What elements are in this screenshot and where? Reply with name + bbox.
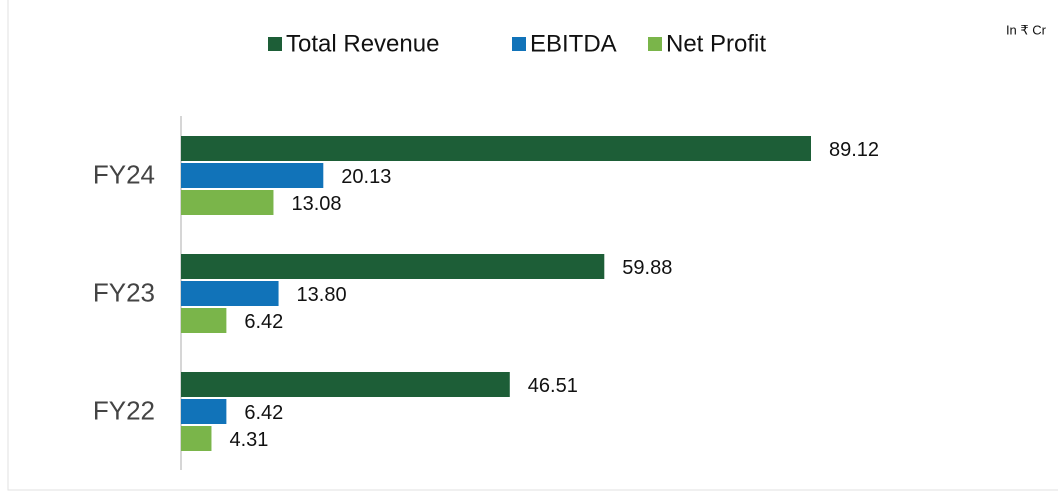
bar bbox=[181, 136, 811, 161]
bar bbox=[181, 254, 605, 279]
category-label: FY24 bbox=[93, 159, 155, 189]
value-label: 20.13 bbox=[341, 166, 391, 188]
bar bbox=[181, 308, 227, 333]
value-label: 89.12 bbox=[829, 139, 879, 161]
legend-label: EBITDA bbox=[530, 30, 617, 57]
value-label: 59.88 bbox=[622, 257, 672, 279]
bar bbox=[181, 399, 227, 424]
value-label: 4.31 bbox=[229, 429, 268, 451]
bar bbox=[181, 190, 274, 215]
category-label: FY22 bbox=[93, 395, 155, 425]
legend-swatch bbox=[512, 37, 526, 51]
bar bbox=[181, 426, 212, 451]
value-label: 6.42 bbox=[244, 402, 283, 424]
legend-swatch bbox=[268, 37, 282, 51]
bar bbox=[181, 163, 324, 188]
value-label: 6.42 bbox=[244, 311, 283, 333]
value-label: 13.80 bbox=[297, 284, 347, 306]
legend-label: Total Revenue bbox=[286, 30, 439, 57]
category-label: FY23 bbox=[93, 277, 155, 307]
unit-note: In ₹ Cr bbox=[1006, 22, 1047, 37]
value-label: 46.51 bbox=[528, 375, 578, 397]
bar bbox=[181, 281, 279, 306]
legend-label: Net Profit bbox=[666, 30, 766, 57]
legend-swatch bbox=[648, 37, 662, 51]
frame bbox=[7, 0, 1058, 491]
value-label: 13.08 bbox=[291, 193, 341, 215]
bar bbox=[181, 372, 510, 397]
